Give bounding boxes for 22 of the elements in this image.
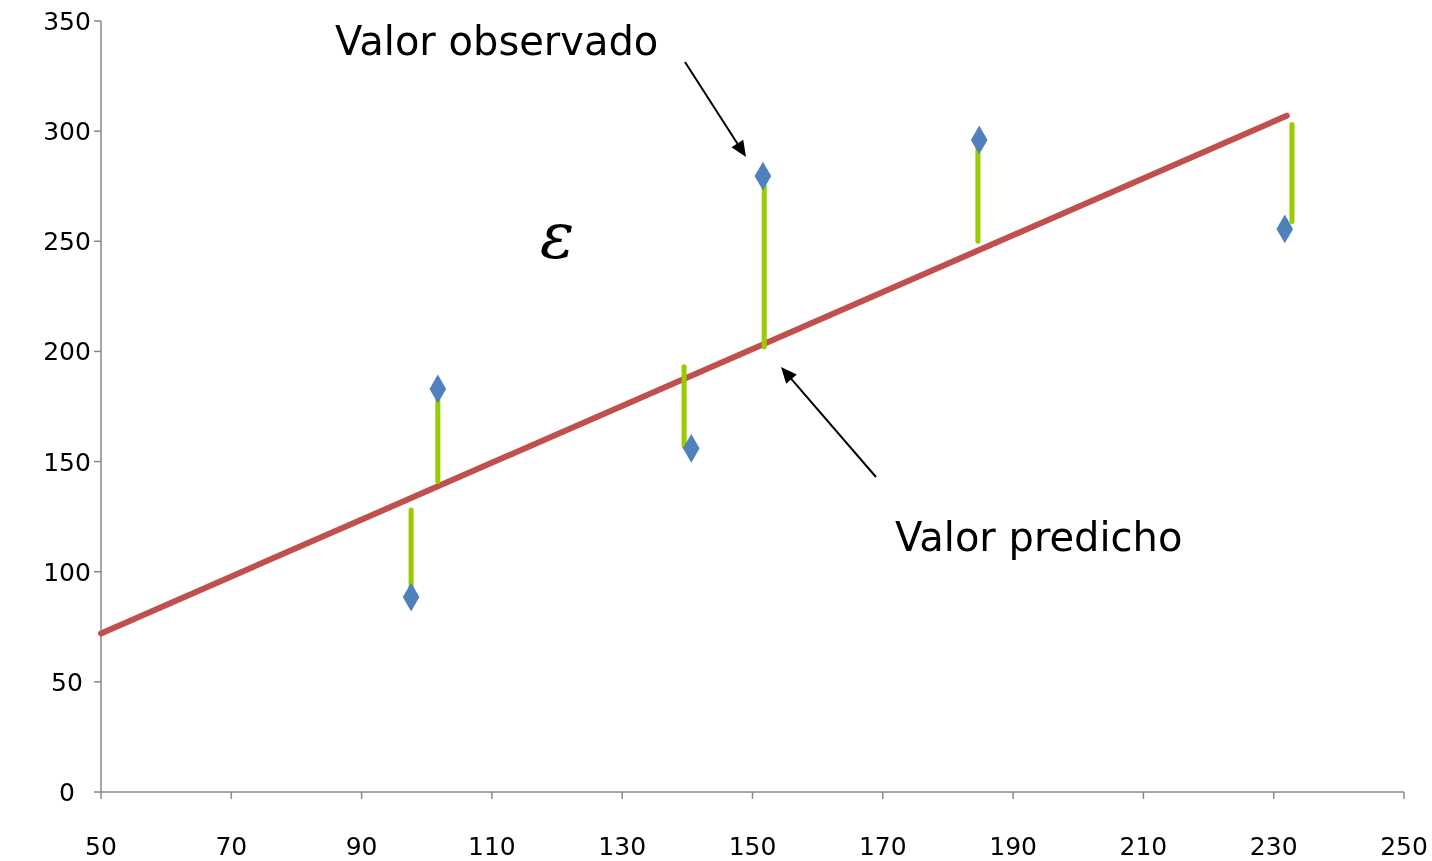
y-tick-label: 300	[43, 117, 91, 147]
y-tick-label: 250	[43, 227, 91, 257]
y-tick-label: 350	[43, 7, 91, 36]
x-tick-label: 230	[1249, 832, 1298, 861]
y-tick-label: 200	[43, 337, 91, 367]
y-tick-label: 0	[59, 778, 75, 807]
x-tick-label: 70	[215, 832, 248, 861]
annotation: Valor observado	[335, 18, 659, 64]
y-tick-label: 50	[51, 667, 83, 697]
x-tick-label: 130	[598, 832, 647, 861]
x-tick-label: 170	[858, 832, 907, 861]
annotation: Valor predicho	[895, 514, 1183, 560]
x-tick-label: 250	[1380, 832, 1428, 861]
y-tick-label: 100	[43, 557, 91, 587]
x-tick-label: 210	[1119, 832, 1168, 861]
x-tick-label: 90	[345, 832, 378, 861]
x-tick-label: 50	[85, 832, 117, 861]
x-tick-label: 110	[468, 832, 516, 861]
y-tick-label: 150	[43, 447, 91, 477]
annotation: ε	[540, 199, 575, 273]
x-tick-label: 150	[728, 832, 777, 861]
x-tick-label: 190	[989, 832, 1037, 861]
